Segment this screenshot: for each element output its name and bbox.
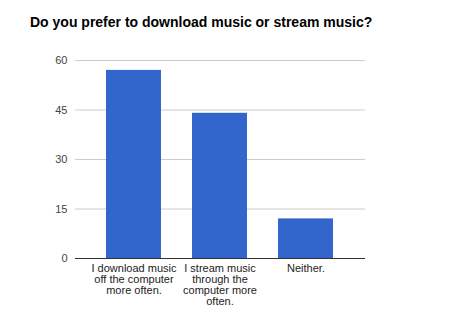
svg-text:I download musicoff the comput: I download musicoff the computermore oft… [92,262,177,296]
svg-text:45: 45 [55,104,67,116]
svg-text:60: 60 [55,54,67,66]
svg-text:0: 0 [61,252,67,264]
html-text:Do you prefer to download musi: Do you prefer to download music or strea… [30,14,373,30]
svg-text:Neither.: Neither. [287,262,325,274]
svg-text:15: 15 [55,203,67,215]
svg-text:30: 30 [55,153,67,165]
svg-text:I stream musicthrough thecompu: I stream musicthrough thecomputer moreof… [183,262,257,307]
